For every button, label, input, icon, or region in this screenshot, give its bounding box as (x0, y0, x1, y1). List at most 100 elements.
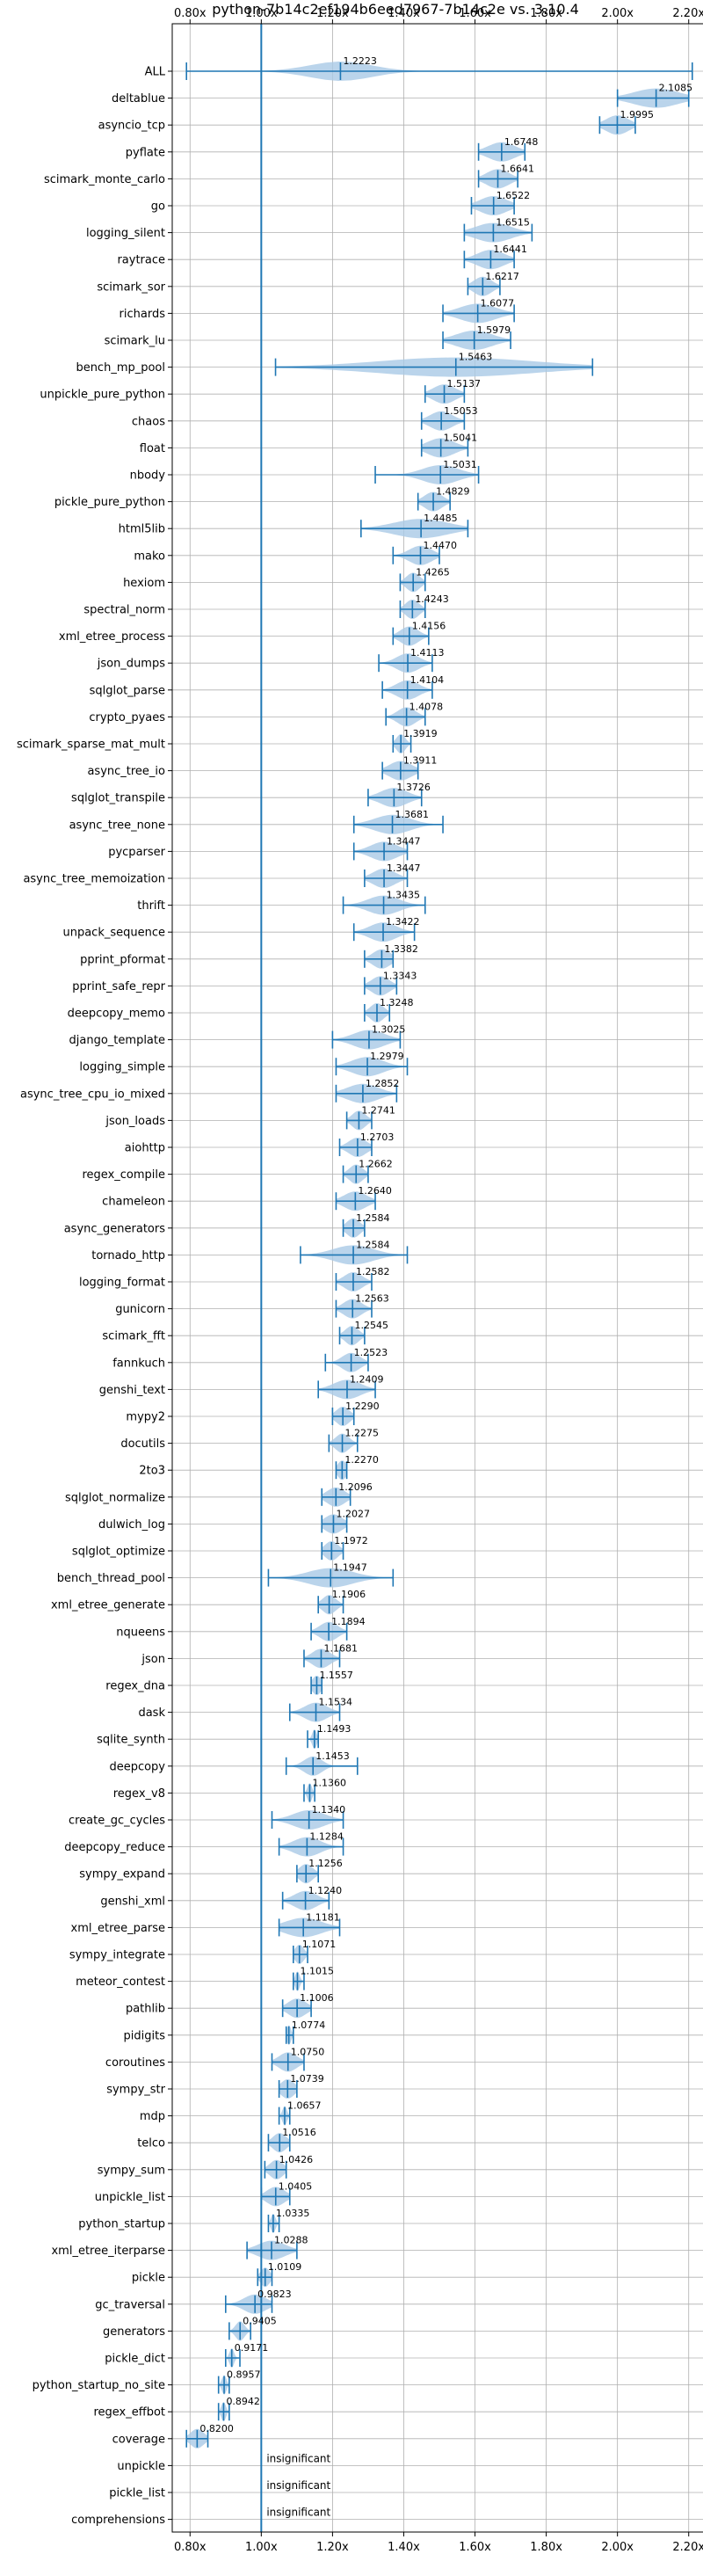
value-label: 1.1947 (333, 1562, 367, 1574)
value-label: 1.4078 (409, 701, 444, 712)
value-label: 1.0288 (274, 2235, 308, 2246)
y-tick-label: async_tree_none (69, 819, 165, 832)
value-label: 1.2852 (366, 1078, 400, 1089)
y-tick-label: generators (103, 2325, 165, 2339)
value-label: 1.4104 (410, 674, 445, 686)
y-tick-label: sympy_str (106, 2084, 165, 2097)
y-tick-label: unpack_sequence (62, 927, 165, 940)
y-tick-label: dask (138, 1706, 165, 1720)
value-label: 1.6748 (504, 136, 539, 148)
value-label: 1.3919 (403, 728, 438, 739)
y-tick-label: pycparser (108, 846, 165, 859)
y-tick-label: xml_etree_generate (51, 1599, 165, 1612)
y-tick-label: logging_silent (86, 227, 165, 240)
x-tick-label-bottom: 0.80x (174, 2541, 207, 2554)
value-label: 1.2523 (354, 1347, 388, 1358)
value-label: 1.3681 (395, 809, 430, 820)
y-tick-label: pickle (132, 2272, 165, 2285)
y-tick-label: genshi_xml (100, 1895, 165, 1908)
value-label: 1.2223 (343, 55, 377, 67)
value-label: 1.3248 (380, 997, 414, 1008)
y-tick-label: sqlglot_optimize (72, 1546, 165, 1559)
y-tick-label: python_startup_no_site (33, 2379, 165, 2392)
y-tick-label: crypto_pyaes (89, 711, 165, 724)
value-label: 1.1534 (319, 1697, 353, 1708)
y-tick-label: dulwich_log (98, 1518, 165, 1532)
value-label: 1.5463 (459, 352, 493, 363)
y-tick-label: async_tree_io (87, 765, 165, 778)
value-label: 1.1071 (302, 1939, 337, 1950)
y-tick-label: hexiom (123, 577, 165, 590)
y-tick-label: unpickle_list (95, 2191, 165, 2204)
y-tick-label: pickle_pure_python (54, 496, 165, 509)
value-label: 0.9823 (257, 2289, 292, 2300)
y-tick-label: bench_mp_pool (76, 361, 165, 375)
y-tick-label: float (140, 442, 165, 455)
y-tick-label: async_generators (64, 1222, 166, 1235)
y-tick-label: scimark_sor (97, 280, 165, 294)
y-tick-label: tornado_http (91, 1249, 165, 1263)
y-tick-label: aiohttp (125, 1142, 165, 1155)
y-tick-label: json_dumps (97, 658, 165, 671)
y-tick-label: mdp (140, 2110, 165, 2123)
value-label: 1.6441 (493, 244, 527, 255)
y-tick-label: asyncio_tcp (98, 120, 165, 133)
value-label: 0.9405 (243, 2315, 277, 2326)
plot-frame (171, 23, 703, 2533)
y-tick-label: async_tree_cpu_io_mixed (20, 1088, 165, 1101)
y-tick-label: xml_etree_parse (71, 1922, 165, 1935)
value-label: 1.2584 (356, 1239, 390, 1250)
value-label: 0.8200 (199, 2423, 234, 2434)
insignificant-label: insignificant (266, 2479, 330, 2492)
value-label: 1.1360 (312, 1777, 346, 1788)
y-tick-label: sympy_expand (79, 1868, 165, 1881)
value-label: 1.5979 (477, 324, 511, 336)
y-tick-label: deepcopy_memo (68, 1008, 165, 1021)
y-tick-label: regex_compile (82, 1168, 165, 1182)
y-tick-label: regex_dna (105, 1680, 165, 1693)
y-tick-label: unpickle (117, 2460, 165, 2473)
y-tick-label: sqlglot_parse (90, 684, 165, 697)
y-tick-label: go (151, 200, 165, 214)
chart-title: python-7b14c2ef194b6eed7967-7b14c2e vs. … (212, 1, 579, 18)
y-tick-label: thrift (137, 899, 165, 913)
value-label: 1.2582 (356, 1266, 390, 1277)
x-tick-label-top: 1.00x (245, 7, 278, 20)
y-tick-label: logging_simple (79, 1061, 165, 1074)
x-tick-label-bottom: 2.20x (672, 2541, 703, 2554)
x-tick-label-bottom: 1.20x (316, 2541, 349, 2554)
y-tick-label: json (141, 1653, 165, 1666)
value-label: 1.3435 (387, 890, 421, 901)
y-tick-label: gunicorn (115, 1303, 165, 1316)
y-tick-label: sqlglot_transpile (71, 792, 165, 805)
x-tick-label-bottom: 1.00x (245, 2541, 278, 2554)
value-label: 1.3447 (387, 862, 421, 874)
value-label: 1.0109 (268, 2261, 302, 2273)
value-label: 1.2979 (370, 1051, 404, 1062)
y-tick-label: xml_etree_iterparse (51, 2245, 165, 2258)
y-tick-label: coroutines (105, 2056, 165, 2070)
y-tick-label: 2to3 (139, 1465, 165, 1478)
insignificant-label: insignificant (266, 2452, 330, 2464)
y-tick-label: mypy2 (126, 1411, 165, 1424)
y-tick-label: spectral_norm (83, 604, 165, 617)
value-label: 0.8942 (226, 2396, 260, 2407)
value-label: 1.1972 (334, 1535, 368, 1546)
y-tick-label: deepcopy (109, 1760, 165, 1773)
y-tick-label: chaos (132, 415, 165, 428)
value-label: 1.1006 (300, 1992, 334, 2004)
value-label: 1.5137 (447, 378, 482, 389)
x-tick-label-top: 1.40x (388, 7, 420, 20)
x-tick-label-bottom: 1.60x (459, 2541, 491, 2554)
value-label: 1.1240 (308, 1885, 343, 1896)
value-label: 1.1906 (332, 1589, 366, 1600)
y-tick-label: nqueens (116, 1626, 165, 1639)
y-tick-label: sympy_sum (98, 2164, 165, 2177)
value-label: 1.1557 (319, 1670, 353, 1681)
y-tick-label: pprint_safe_repr (72, 980, 165, 993)
value-label: 1.0739 (290, 2073, 324, 2085)
value-label: 1.4243 (415, 593, 449, 605)
value-label: 1.0426 (279, 2154, 314, 2165)
value-label: 2.1085 (659, 83, 693, 94)
